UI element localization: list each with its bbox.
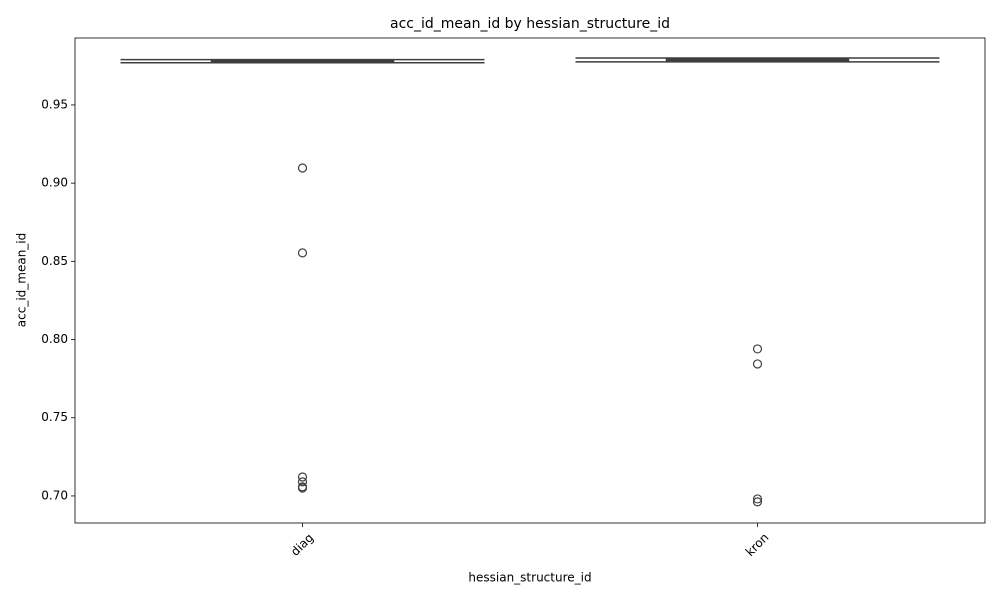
x-tick-label: diag (288, 531, 316, 559)
y-tick-label: 0.80 (41, 332, 68, 346)
outlier (752, 359, 763, 369)
y-tick-label: 0.70 (41, 488, 68, 502)
y-axis-label: acc_id_mean_id (15, 233, 29, 327)
outlier (297, 248, 308, 258)
outlier (297, 163, 308, 173)
y-tick-label: 0.95 (41, 97, 68, 111)
x-axis-label: hessian_structure_id (468, 571, 591, 585)
outlier (752, 497, 763, 507)
y-tick-label: 0.75 (41, 410, 68, 424)
outlier (752, 344, 763, 354)
y-tick-label: 0.90 (41, 176, 68, 190)
outlier (297, 477, 308, 487)
x-tick-label: kron (743, 530, 772, 559)
outlier (752, 494, 763, 504)
outlier (297, 483, 308, 493)
chart-title: acc_id_mean_id by hessian_structure_id (390, 16, 670, 32)
y-tick-label: 0.85 (41, 254, 68, 268)
plot-frame (74, 37, 986, 524)
outlier (297, 472, 308, 482)
